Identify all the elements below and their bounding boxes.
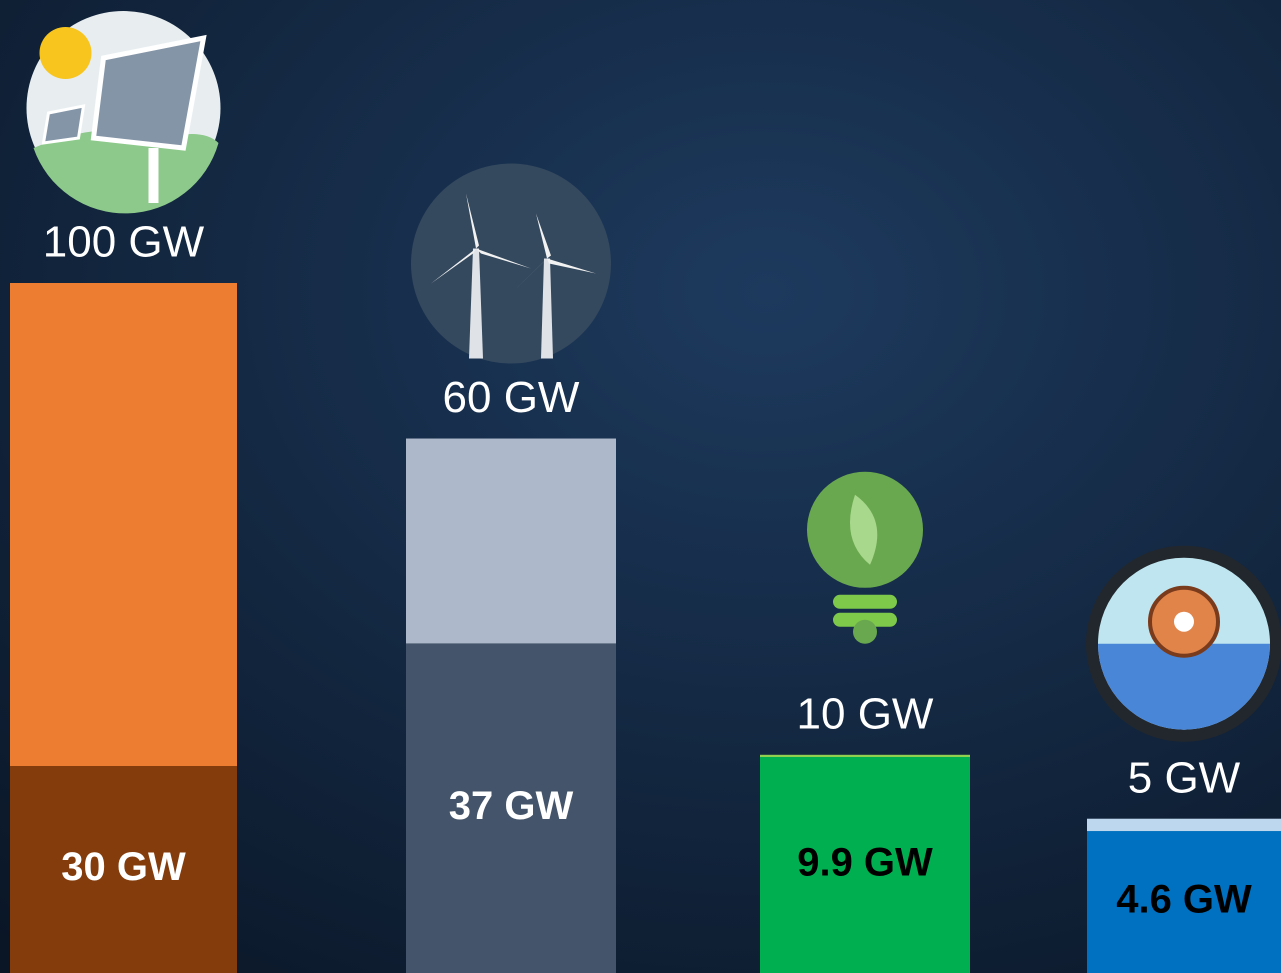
solar-icon [26,11,221,214]
bulb-icon [807,471,923,644]
achieved-bar [760,756,970,973]
target-label: 60 GW [443,373,580,422]
achieved-bar [406,643,616,973]
achieved-label: 9.9 GW [797,841,933,885]
achieved-label: 4.6 GW [1116,878,1252,922]
achieved-label: 37 GW [449,784,574,828]
achieved-label: 30 GW [61,845,186,889]
target-label: 10 GW [797,689,934,738]
hydro-icon [1086,545,1281,742]
target-label: 100 GW [43,218,205,267]
achieved-bar [1087,831,1281,973]
wind-icon [411,163,611,364]
achieved-bar [10,766,237,973]
target-label: 5 GW [1128,753,1241,802]
